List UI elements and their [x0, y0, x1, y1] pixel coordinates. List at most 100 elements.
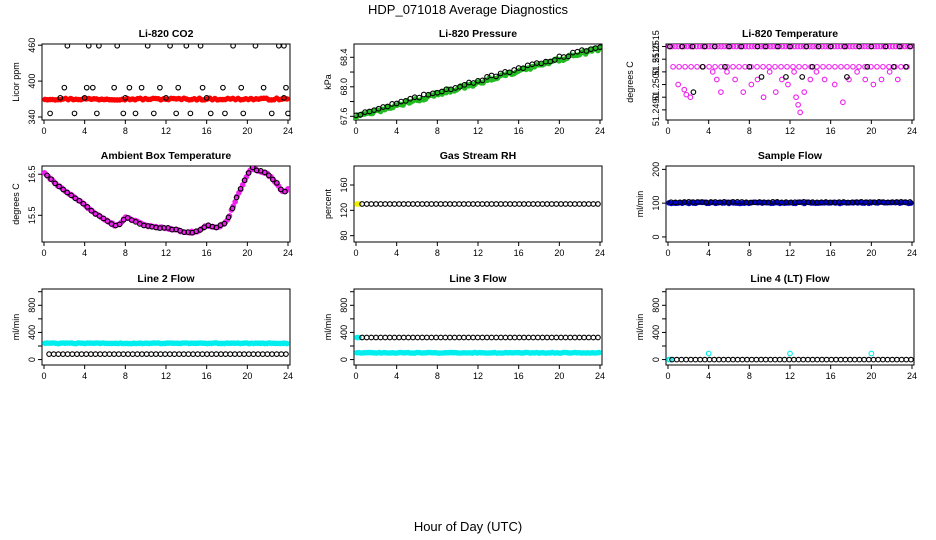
- chart-panel: Line 4 (LT) Flow 0 4 8 12 16 20 24 0 400 800 ml/min: [635, 273, 917, 381]
- data-point: [255, 351, 261, 357]
- data-point: [270, 176, 276, 183]
- data-point: [71, 110, 78, 117]
- x-tick-label: 24: [595, 248, 605, 258]
- data-point: [850, 63, 856, 70]
- y-tick-label: 51.2500: [651, 68, 661, 101]
- data-point: [534, 334, 541, 341]
- chart-title: Ambient Box Temperature: [101, 150, 232, 162]
- data-point: [856, 44, 862, 50]
- data-point: [772, 356, 778, 363]
- data-point: [97, 351, 104, 357]
- data-point: [722, 63, 728, 70]
- data-point: [89, 84, 96, 91]
- x-tick-label: 16: [826, 371, 836, 381]
- data-point: [405, 334, 412, 341]
- data-point: [748, 44, 755, 50]
- data-point: [692, 356, 699, 363]
- data-point: [896, 44, 903, 50]
- data-point: [470, 201, 476, 207]
- data-point: [794, 44, 801, 50]
- data-point: [400, 201, 407, 207]
- data-point: [754, 76, 761, 83]
- data-point: [791, 69, 797, 75]
- data-point: [261, 169, 268, 176]
- data-point: [171, 351, 178, 357]
- data-point: [511, 67, 517, 73]
- data-point: [433, 201, 439, 207]
- data-point: [479, 77, 486, 84]
- data-point: [456, 201, 463, 207]
- data-point: [396, 334, 402, 341]
- data-point: [740, 89, 747, 95]
- data-point: [760, 63, 766, 70]
- x-tick-label: 24: [283, 371, 293, 381]
- data-layer: [354, 201, 601, 207]
- data-point: [88, 351, 94, 357]
- data-point: [562, 334, 569, 341]
- data-point: [558, 334, 564, 341]
- data-point: [809, 63, 816, 70]
- data-point: [139, 351, 145, 357]
- data-point: [391, 334, 398, 341]
- y-tick-label: 120: [339, 203, 349, 218]
- data-point: [368, 334, 375, 341]
- plot-frame: [665, 288, 915, 366]
- data-point: [675, 44, 682, 50]
- data-point: [428, 201, 435, 207]
- data-point: [283, 351, 289, 357]
- data-point: [886, 63, 892, 70]
- data-point: [56, 183, 62, 190]
- data-point: [197, 226, 204, 233]
- data-point: [681, 86, 688, 93]
- data-point: [790, 63, 796, 70]
- data-point: [502, 334, 509, 341]
- data-point: [819, 356, 825, 363]
- data-point: [187, 110, 194, 117]
- data-point: [738, 44, 745, 50]
- data-point: [718, 63, 724, 70]
- chart-panel: Sample Flow 0 4 8 12 16 20 24 0 100 200 ml/min: [635, 150, 917, 258]
- data-point: [368, 201, 375, 207]
- data-point: [428, 334, 435, 341]
- data-point: [391, 201, 398, 207]
- y-axis-label: degrees C: [625, 61, 635, 103]
- data-point: [843, 44, 850, 50]
- data-point: [203, 95, 210, 101]
- data-point: [767, 356, 774, 363]
- x-tick-label: 0: [353, 248, 358, 258]
- data-point: [726, 44, 732, 50]
- data-point: [778, 63, 784, 70]
- data-point: [854, 69, 860, 75]
- data-point: [758, 356, 764, 363]
- data-point: [47, 110, 53, 117]
- data-point: [72, 195, 79, 202]
- data-point: [894, 76, 901, 83]
- data-point: [813, 44, 819, 50]
- data-point: [548, 201, 555, 207]
- data-point: [194, 351, 201, 357]
- data-point: [60, 351, 66, 357]
- data-point: [423, 334, 430, 341]
- data-point: [793, 94, 799, 101]
- data-point: [68, 192, 75, 199]
- data-point: [460, 201, 467, 207]
- data-point: [169, 226, 175, 233]
- data-point: [736, 63, 742, 70]
- data-point: [437, 201, 444, 207]
- data-point: [877, 44, 884, 50]
- data-point: [766, 69, 773, 75]
- data-point: [754, 44, 761, 50]
- x-tick-label: 12: [473, 371, 483, 381]
- data-point: [78, 351, 85, 357]
- data-point: [853, 44, 859, 50]
- data-point: [167, 44, 173, 49]
- data-point: [278, 351, 285, 357]
- x-tick-label: 4: [706, 248, 711, 258]
- data-point: [161, 225, 167, 231]
- x-tick-label: 4: [394, 126, 399, 136]
- data-point: [465, 201, 472, 207]
- data-point: [669, 44, 675, 50]
- data-point: [447, 334, 453, 341]
- data-point: [373, 201, 379, 207]
- data-point: [101, 351, 108, 357]
